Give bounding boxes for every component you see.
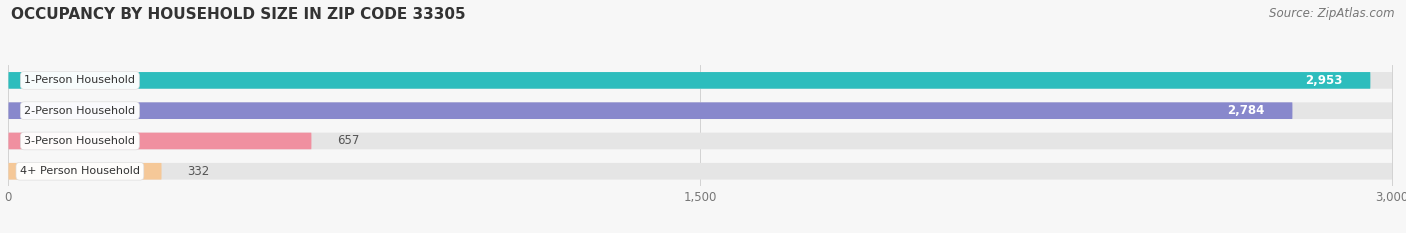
FancyBboxPatch shape — [8, 72, 1392, 89]
Text: 2,953: 2,953 — [1305, 74, 1343, 87]
Text: 332: 332 — [187, 165, 209, 178]
Text: 657: 657 — [337, 134, 359, 147]
Text: Source: ZipAtlas.com: Source: ZipAtlas.com — [1270, 7, 1395, 20]
Text: 2-Person Household: 2-Person Household — [24, 106, 135, 116]
Text: 3-Person Household: 3-Person Household — [24, 136, 135, 146]
Text: 1-Person Household: 1-Person Household — [24, 75, 135, 85]
FancyBboxPatch shape — [8, 102, 1292, 119]
Text: 2,784: 2,784 — [1227, 104, 1265, 117]
FancyBboxPatch shape — [8, 163, 162, 180]
FancyBboxPatch shape — [8, 163, 1392, 180]
FancyBboxPatch shape — [8, 102, 1392, 119]
Text: 4+ Person Household: 4+ Person Household — [20, 166, 141, 176]
FancyBboxPatch shape — [8, 72, 1371, 89]
FancyBboxPatch shape — [8, 133, 312, 149]
FancyBboxPatch shape — [8, 133, 1392, 149]
Text: OCCUPANCY BY HOUSEHOLD SIZE IN ZIP CODE 33305: OCCUPANCY BY HOUSEHOLD SIZE IN ZIP CODE … — [11, 7, 465, 22]
